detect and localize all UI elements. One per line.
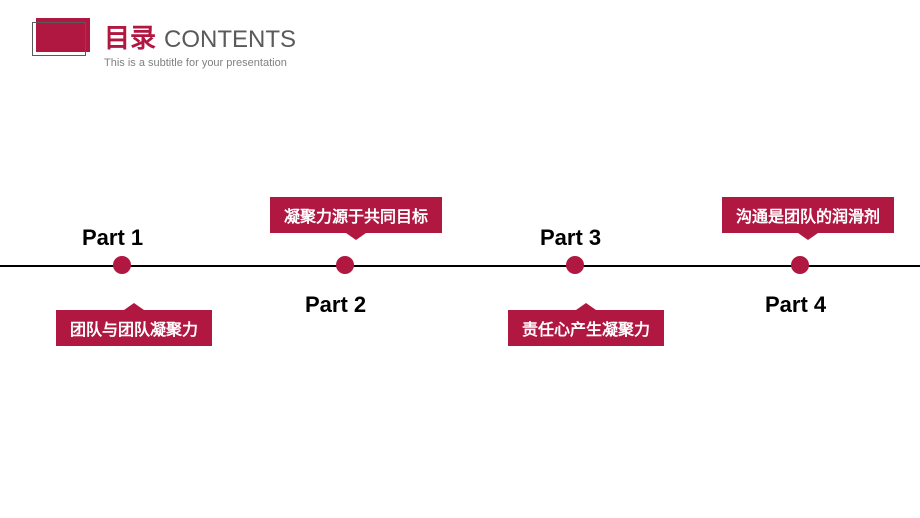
- subtitle: This is a subtitle for your presentation: [104, 57, 296, 69]
- timeline-line: [0, 265, 920, 267]
- header-title: 目录 CONTENTS: [104, 18, 296, 55]
- part-label-4: Part 4: [765, 292, 826, 318]
- header-icon: [32, 18, 90, 56]
- timeline-dot-1: [113, 256, 131, 274]
- part-label-1: Part 1: [82, 225, 143, 251]
- title-chinese: 目录: [104, 18, 156, 55]
- header: 目录 CONTENTS This is a subtitle for your …: [32, 18, 296, 69]
- callout-2: 凝聚力源于共同目标: [270, 197, 442, 233]
- timeline-dot-2: [336, 256, 354, 274]
- timeline-dot-4: [791, 256, 809, 274]
- callout-4: 沟通是团队的润滑剂: [722, 197, 894, 233]
- timeline-dot-3: [566, 256, 584, 274]
- callout-1: 团队与团队凝聚力: [56, 310, 212, 346]
- part-label-3: Part 3: [540, 225, 601, 251]
- title-english: CONTENTS: [164, 26, 296, 54]
- header-text: 目录 CONTENTS This is a subtitle for your …: [104, 18, 296, 69]
- callout-3: 责任心产生凝聚力: [508, 310, 664, 346]
- header-icon-outline: [32, 22, 86, 56]
- part-label-2: Part 2: [305, 292, 366, 318]
